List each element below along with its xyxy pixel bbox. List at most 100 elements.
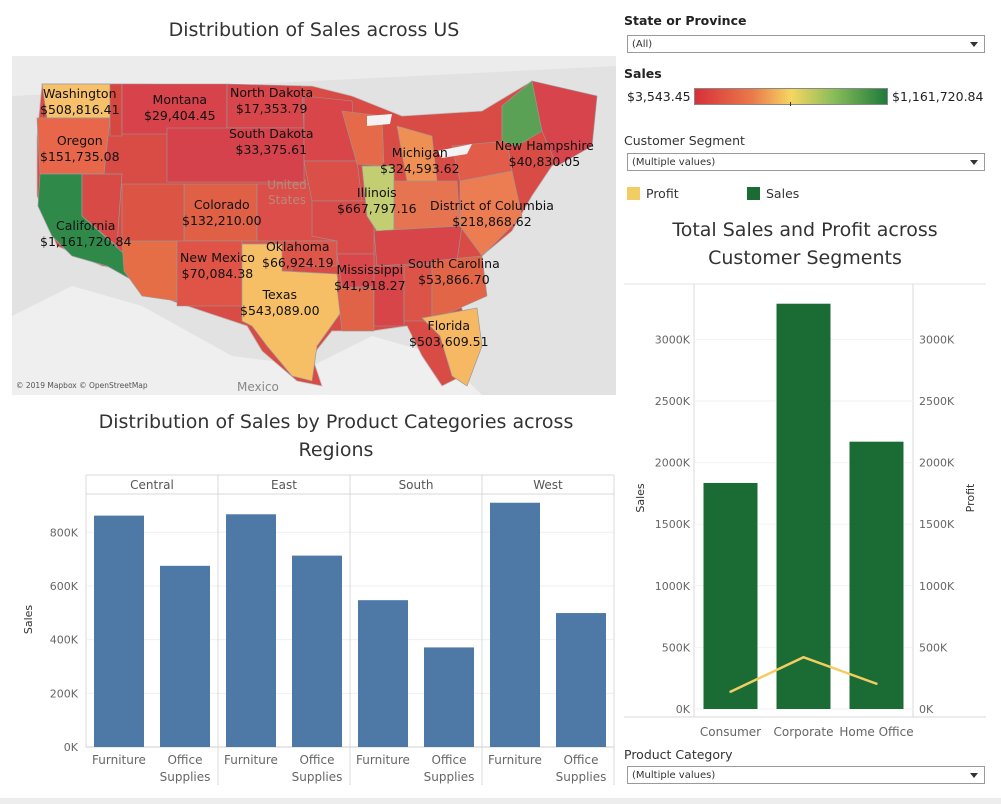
x-tick-label: Office [299, 753, 334, 767]
y-tick-label: 1000K [655, 580, 691, 593]
map-title: Distribution of Sales across US [168, 19, 460, 41]
y-tick-label: 800K [50, 526, 79, 539]
y-tick-label: 0K [64, 741, 79, 754]
x-tick-label: Corporate [774, 725, 834, 739]
segment-combo-chart[interactable]: 0K 0K 500K 500K 1000K 1000K 1500K 1500K 2000K 200… [616, 278, 996, 798]
state-louisiana[interactable] [336, 287, 375, 332]
state-arizona[interactable] [121, 240, 178, 302]
y2-tick-label: 1500K [919, 518, 955, 531]
label-oregon: Oregon $151,735.08 [40, 133, 120, 164]
state-filter-value: (All) [632, 39, 653, 50]
x-tick-label: Home Office [839, 725, 913, 739]
region-chart-title: Distribution of Sales by Product Categor… [98, 411, 574, 461]
y2-tick-label: 1000K [919, 580, 955, 593]
y2-tick-label: 2000K [919, 457, 955, 470]
y-axis-title: Sales [22, 605, 35, 635]
category-filter-dropdown[interactable]: (Multiple values) [627, 766, 985, 784]
y-tick-label: 2500K [655, 395, 691, 408]
label-illinois: Illinois $667,797.16 [337, 185, 417, 216]
state-florida[interactable] [421, 307, 483, 387]
mexico-label: Mexico [237, 380, 279, 394]
sales-map[interactable]: United States © 2019 Mapbox © OpenStreet… [12, 56, 616, 395]
sales-bar-corporate [776, 303, 831, 709]
profit-point-home-office [875, 682, 878, 685]
y2-tick-label: 0K [919, 703, 934, 716]
x-tick-label: Supplies [424, 770, 475, 784]
x-tick-label: Supplies [556, 770, 607, 784]
y-tick-label: 500K [662, 641, 691, 654]
sales-min-value: $3,543.45 [627, 89, 691, 104]
sales-gradient-marker [790, 102, 791, 106]
segment-filter-dropdown[interactable]: (Multiple values) [627, 153, 985, 171]
sales-bar-consumer [703, 482, 758, 709]
label-washington: Washington $508,816.41 [40, 86, 120, 117]
profit-legend-swatch[interactable] [627, 187, 640, 200]
chevron-down-icon [970, 773, 978, 778]
label-oklahoma: Oklahoma $66,924.19 [262, 239, 334, 270]
panel-header-east: East [271, 478, 297, 492]
map-credit[interactable]: © 2019 Mapbox © OpenStreetMap [16, 381, 148, 390]
category-filter-value: (Multiple values) [632, 770, 716, 781]
label-florida: Florida $503,609.51 [409, 318, 489, 349]
y-tick-label: 3000K [655, 333, 691, 346]
bar-south-furniture [358, 600, 408, 747]
lake [437, 144, 472, 158]
x-tick-label: Office [563, 753, 598, 767]
x-tick-label: Furniture [356, 753, 410, 767]
label-mississippi: Mississippi $41,918.27 [334, 262, 406, 293]
label-district-of-columbia: District of Columbia $218,868.62 [430, 198, 554, 229]
state-texas[interactable] [241, 243, 343, 382]
chevron-down-icon [970, 42, 978, 47]
chevron-down-icon [970, 160, 978, 165]
y2-axis-title: Profit [964, 483, 977, 512]
y-tick-label: 600K [50, 580, 79, 593]
lake [367, 114, 392, 126]
label-south-dakota: South Dakota $33,375.61 [229, 126, 314, 157]
sales-legend-label-item[interactable]: Sales [766, 186, 800, 201]
category-filter-label: Product Category [624, 747, 733, 762]
segment-chart-title: Total Sales and Profit across Customer S… [672, 219, 938, 269]
label-colorado: Colorado $132,210.00 [182, 197, 262, 228]
profit-legend-label[interactable]: Profit [646, 186, 679, 201]
y2-tick-label: 2500K [919, 395, 955, 408]
y2-tick-label: 500K [919, 641, 948, 654]
label-new-mexico: New Mexico $70,084.38 [180, 250, 255, 281]
sales-legend-swatch[interactable] [747, 187, 760, 200]
x-tick-label: Office [431, 753, 466, 767]
country-watermark: United States [267, 178, 307, 207]
state-mississippi[interactable] [373, 265, 405, 327]
ocean [12, 286, 482, 395]
segment-filter-label: Customer Segment [624, 133, 745, 148]
profit-point-corporate [802, 656, 805, 659]
bar-central-office-supplies [160, 565, 210, 747]
panel-header-south: South [399, 478, 434, 492]
bar-west-office-supplies [556, 613, 606, 747]
x-tick-label: Supplies [292, 770, 343, 784]
label-new-hampshire: New Hampshire $40,830.05 [495, 138, 594, 169]
label-montana: Montana $29,404.45 [144, 92, 216, 123]
footer-bar [0, 798, 1001, 804]
x-tick-label: Supplies [160, 770, 211, 784]
panel-header-west: West [533, 478, 563, 492]
sales-bar-home-office [849, 441, 904, 709]
y-tick-label: 400K [50, 634, 79, 647]
y-axis-title: Sales [634, 483, 647, 513]
state-south-dakota[interactable] [166, 127, 305, 183]
region-bar-chart[interactable]: 0K 200K 400K 600K 800K Sales Central Furniture O… [0, 470, 616, 800]
sales-legend-label: Sales [624, 66, 662, 81]
segment-filter-value: (Multiple values) [632, 157, 716, 168]
x-tick-label: Furniture [92, 753, 146, 767]
y-tick-label: 0K [676, 703, 691, 716]
sales-max-value: $1,161,720.84 [892, 89, 984, 104]
state-new-england[interactable] [531, 80, 598, 167]
label-texas: Texas $543,089.00 [240, 287, 320, 318]
x-tick-label: Office [167, 753, 202, 767]
state-idaho[interactable] [109, 83, 123, 137]
bar-south-office-supplies [424, 647, 474, 747]
sales-color-gradient[interactable] [694, 88, 888, 105]
state-filter-dropdown[interactable]: (All) [627, 35, 985, 53]
state-new-york[interactable] [501, 80, 543, 147]
y-tick-label: 2000K [655, 457, 691, 470]
state-georgia[interactable] [431, 255, 488, 317]
state-nevada[interactable] [81, 173, 123, 247]
